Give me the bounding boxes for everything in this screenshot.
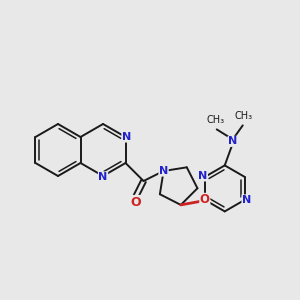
Text: N: N bbox=[159, 166, 168, 176]
Text: N: N bbox=[98, 172, 108, 182]
Text: O: O bbox=[130, 196, 141, 208]
Text: N: N bbox=[242, 195, 251, 205]
Text: N: N bbox=[198, 171, 207, 181]
Text: N: N bbox=[228, 136, 237, 146]
Text: N: N bbox=[122, 132, 131, 142]
Text: CH₃: CH₃ bbox=[207, 116, 225, 125]
Text: CH₃: CH₃ bbox=[235, 111, 253, 122]
Text: O: O bbox=[200, 194, 210, 206]
